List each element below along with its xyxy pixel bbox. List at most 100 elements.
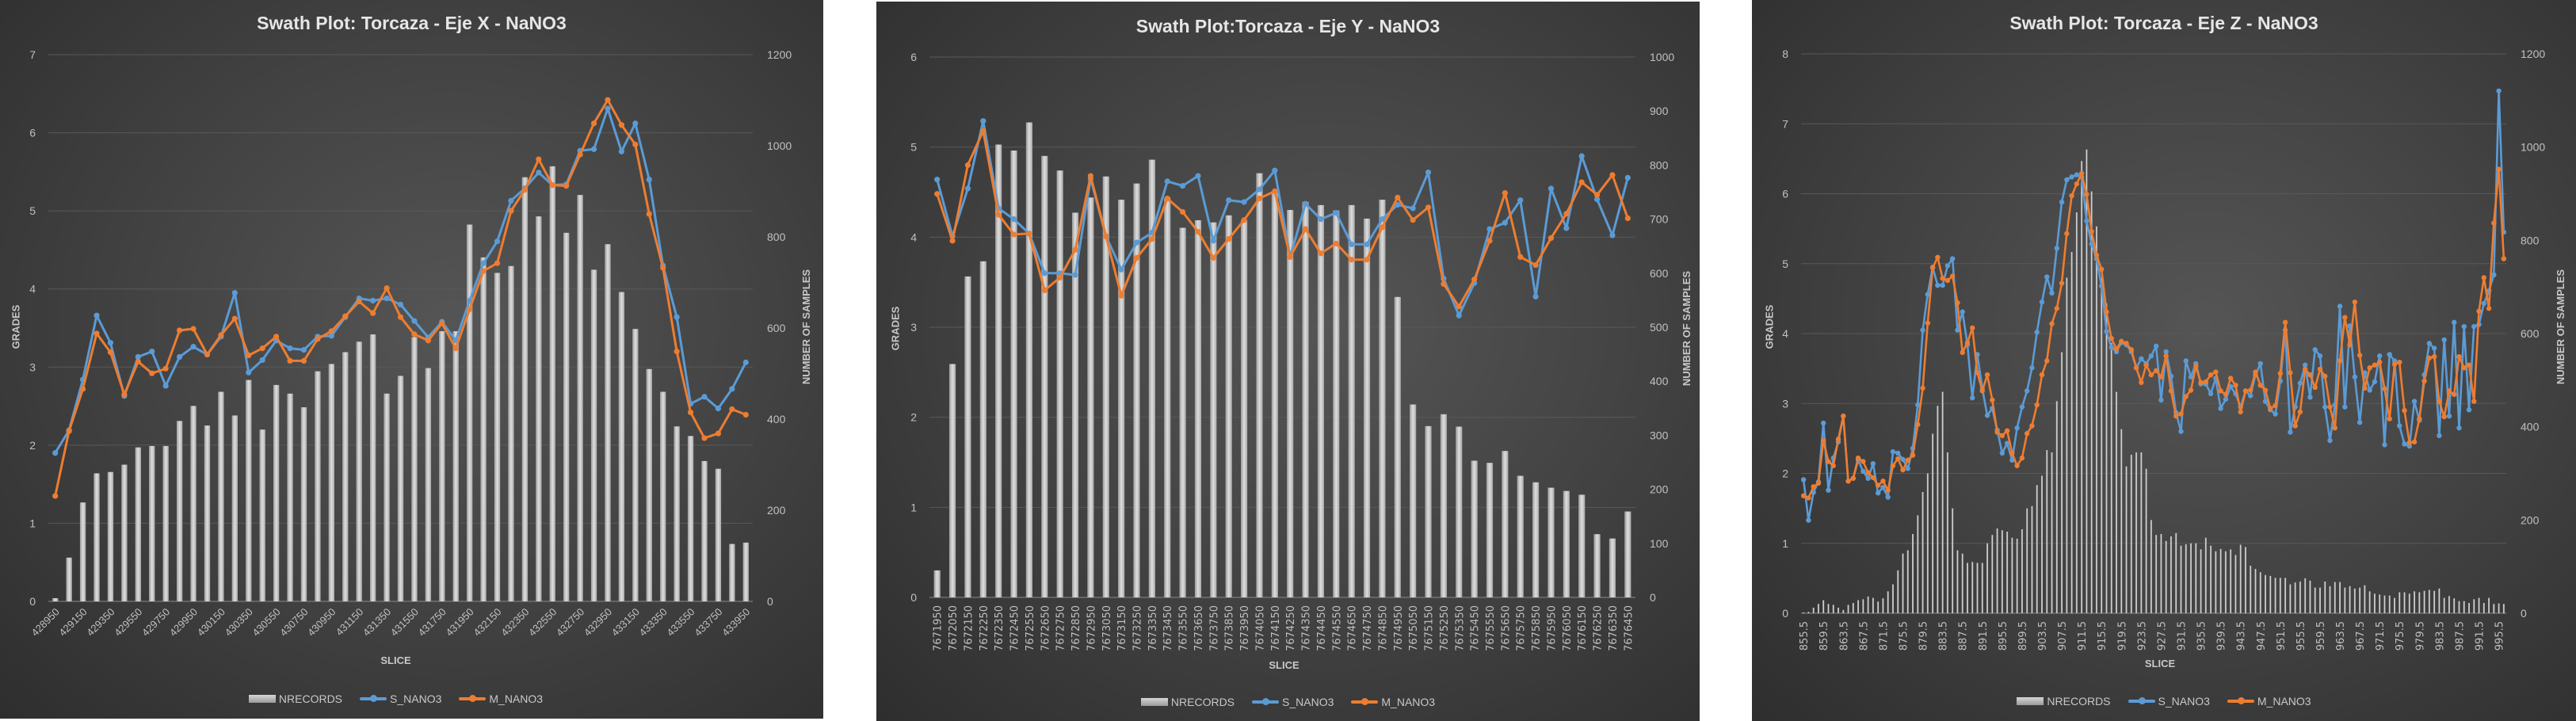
y-tick-label: 6 [1782, 188, 1788, 200]
bar-nrecords [2239, 544, 2242, 613]
bar-nrecords [2408, 593, 2410, 613]
bar-nrecords [2403, 592, 2406, 613]
bar-nrecords [494, 273, 501, 601]
legend-item-m-nano3[interactable]: M_NANO3 [459, 692, 543, 705]
marker-s-nano3 [2327, 437, 2333, 444]
marker-m-nano3 [2069, 193, 2074, 199]
bar-nrecords [259, 429, 265, 601]
marker-m-nano3 [1830, 463, 1836, 468]
marker-m-nano3 [2183, 394, 2189, 399]
marker-s-nano3 [2441, 337, 2447, 343]
marker-s-nano3 [2014, 425, 2020, 431]
marker-m-nano3 [1333, 240, 1339, 246]
chart-svg: 0 1 2 3 4 5 6 7 0 200 400 600 800 1000 1200 42895042915… [29, 48, 792, 639]
x-tick-label: 7672750 [1055, 605, 1067, 651]
x-tick-label: 430950 [305, 606, 338, 639]
marker-m-nano3 [2158, 374, 2164, 380]
x-tick-label: 431550 [388, 606, 421, 639]
y-tick-label: 2 [910, 411, 917, 424]
legend-item-m-nano3[interactable]: M_NANO3 [2227, 695, 2311, 708]
bar-nrecords [1926, 473, 1929, 613]
marker-s-nano3 [1984, 413, 1990, 418]
marker-m-nano3 [980, 128, 987, 134]
bar-nrecords [2279, 578, 2281, 613]
bar-nrecords [2304, 578, 2307, 613]
marker-s-nano3 [1410, 205, 1416, 212]
marker-s-nano3 [1915, 402, 1921, 408]
marker-m-nano3 [1624, 215, 1631, 222]
bar-nrecords [1394, 296, 1401, 597]
legend-item-nrecords[interactable]: NRECORDS [1140, 696, 1235, 708]
marker-s-nano3 [2074, 172, 2080, 177]
marker-s-nano3 [1532, 293, 1539, 299]
marker-m-nano3 [2352, 299, 2358, 305]
marker-s-nano3 [508, 197, 514, 204]
marker-s-nano3 [1364, 241, 1370, 248]
marker-m-nano3 [2496, 166, 2502, 172]
marker-m-nano3 [1811, 484, 1816, 490]
bar-nrecords [2036, 485, 2038, 613]
marker-s-nano3 [2297, 380, 2303, 386]
marker-s-nano3 [1955, 327, 1960, 333]
bar-nrecords [618, 292, 625, 601]
x-tick-label: 7673550 [1178, 605, 1190, 651]
marker-s-nano3 [674, 314, 680, 320]
bar-nrecords [2502, 604, 2505, 613]
marker-m-nano3 [1287, 254, 1293, 260]
y2-tick-label: 600 [2521, 327, 2540, 340]
x-tick-label: 903.5 [2037, 621, 2049, 650]
legend-label: NRECORDS [2047, 695, 2111, 708]
marker-m-nano3 [2178, 411, 2184, 417]
bar-nrecords [121, 464, 128, 601]
marker-m-nano3 [2347, 341, 2353, 348]
y2-tick-label: 0 [1650, 591, 1656, 604]
line-s-nano3 [1802, 90, 2505, 521]
bar-nrecords [2259, 572, 2261, 613]
marker-m-nano3 [176, 327, 183, 334]
marker-s-nano3 [2437, 433, 2442, 439]
legend-item-nrecords[interactable]: NRECORDS [248, 692, 342, 705]
marker-m-nano3 [1302, 226, 1309, 232]
y2-tick-label: 800 [767, 231, 786, 243]
marker-s-nano3 [2044, 274, 2050, 280]
legend-item-s-nano3[interactable]: S_NANO3 [2128, 695, 2210, 708]
bar-nrecords [93, 473, 100, 601]
marker-m-nano3 [2227, 376, 2234, 381]
bar-nrecords [2379, 594, 2381, 613]
bar-nrecords [2130, 454, 2132, 613]
bar-nrecords [273, 384, 280, 601]
marker-m-nano3 [1563, 211, 1570, 217]
marker-s-nano3 [646, 177, 652, 183]
bar-nrecords [1803, 612, 1805, 613]
legend-item-s-nano3[interactable]: S_NANO3 [360, 692, 441, 705]
y-axis-title: GRADES [10, 304, 22, 349]
bar-nrecords [1906, 550, 1909, 613]
marker-m-nano3 [1395, 194, 1401, 200]
y2-tick-label: 0 [767, 595, 773, 608]
swath-plot-z-panel: Swath Plot: Torcaza - Eje Z - NaNO3 0 1 2 3… [1752, 0, 2576, 721]
legend-item-s-nano3[interactable]: S_NANO3 [1252, 696, 1334, 708]
legend-item-nrecords[interactable]: NRECORDS [2017, 695, 2111, 708]
bar-nrecords [2031, 505, 2033, 613]
x-tick-label: 432750 [554, 606, 586, 639]
marker-s-nano3 [494, 238, 501, 245]
marker-m-nano3 [1870, 475, 1876, 480]
x-tick-label: 429150 [56, 606, 89, 639]
x-tick-label: 7675750 [1516, 605, 1528, 651]
marker-m-nano3 [1920, 385, 1925, 391]
bar-nrecords [2105, 303, 2108, 613]
legend-label: M_NANO3 [1381, 696, 1436, 708]
marker-s-nano3 [2163, 349, 2169, 355]
bar-nrecords [1857, 600, 1860, 613]
marker-m-nano3 [328, 328, 334, 334]
x-tick-label: 915.5 [2097, 621, 2109, 650]
x-tick-label: 7671950 [933, 605, 945, 651]
legend-item-m-nano3[interactable]: M_NANO3 [1351, 696, 1435, 708]
marker-s-nano3 [2059, 199, 2065, 205]
marker-m-nano3 [2163, 353, 2169, 359]
legend-label: S_NANO3 [1282, 696, 1334, 708]
marker-m-nano3 [1895, 456, 1901, 462]
marker-m-nano3 [2104, 309, 2109, 315]
bar-nrecords [1961, 553, 1963, 613]
x-tick-label: 947.5 [2256, 621, 2268, 650]
